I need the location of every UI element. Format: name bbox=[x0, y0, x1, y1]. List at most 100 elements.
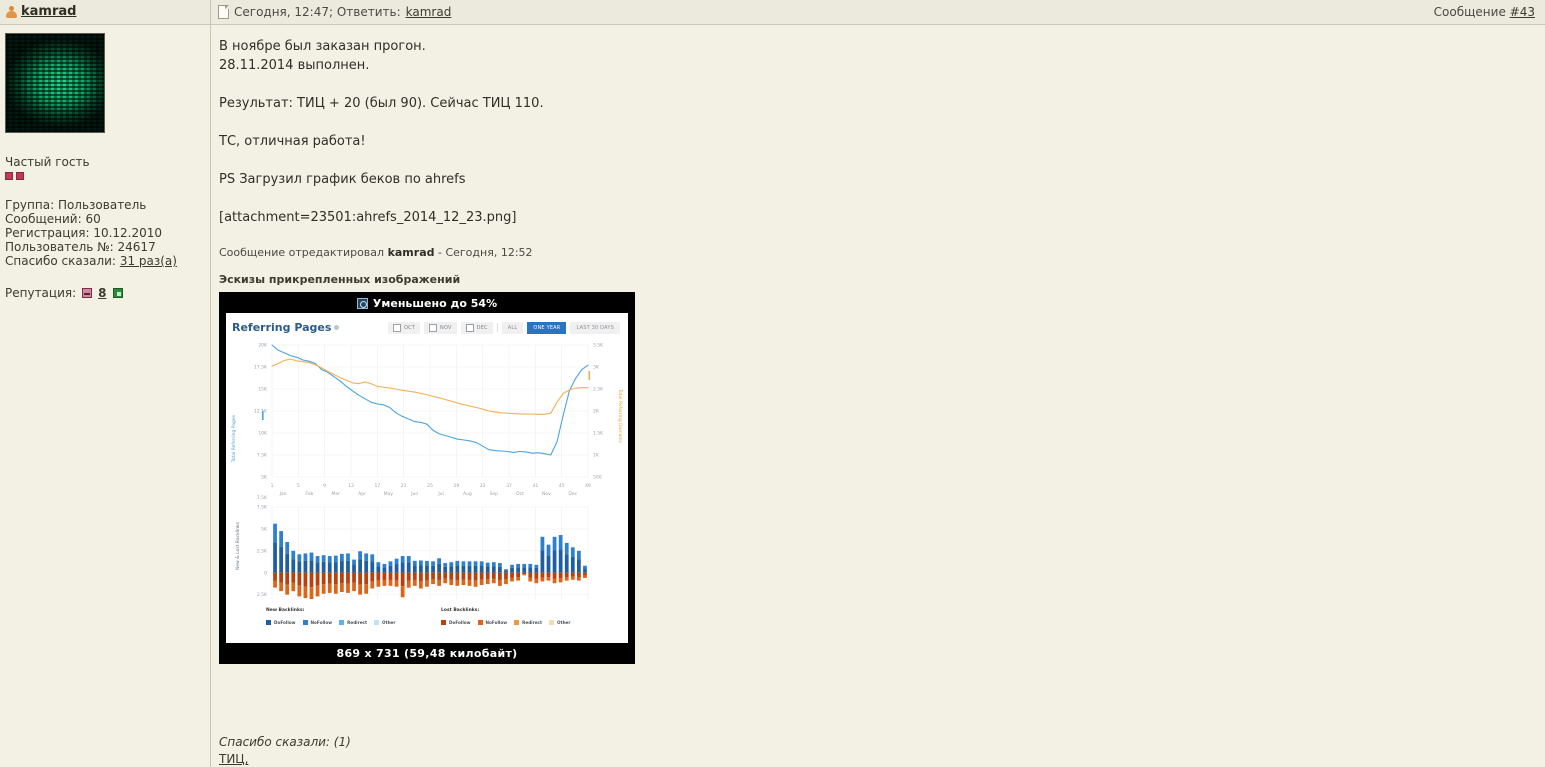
legend-lost-title-text: Lost Backlinks: bbox=[441, 608, 480, 613]
thanks-user-link[interactable]: ТИЦ, bbox=[219, 752, 249, 766]
post-timestamp: Сегодня, 12:47; Ответить: bbox=[234, 5, 401, 19]
legend-new-item-nofollow[interactable]: NoFollow bbox=[302, 620, 333, 625]
chart-controls: OCT NOV DEC ALL ONE YEAR LAST 30 DAYS bbox=[387, 321, 620, 334]
svg-text:29: 29 bbox=[453, 483, 459, 489]
svg-text:17.5K: 17.5K bbox=[254, 365, 268, 371]
svg-text:1.5K: 1.5K bbox=[593, 431, 604, 437]
author-user-number: Пользователь №: 24617 bbox=[5, 240, 156, 254]
post-line-1: В ноябре был заказан прогон. bbox=[219, 39, 426, 54]
checkbox-icon[interactable] bbox=[392, 323, 401, 332]
svg-text:49: 49 bbox=[585, 483, 591, 489]
svg-text:Dec: Dec bbox=[568, 491, 577, 497]
svg-text:1: 1 bbox=[271, 483, 274, 489]
edit-note-suffix: - Сегодня, 12:52 bbox=[437, 246, 533, 259]
svg-text:Feb: Feb bbox=[305, 491, 313, 497]
checkbox-nov[interactable]: NOV bbox=[424, 321, 457, 334]
legend-new-item-redirect[interactable]: Redirect bbox=[339, 620, 367, 625]
legend-lost-item-dofollow[interactable]: DoFollow bbox=[441, 620, 471, 625]
reputation-value[interactable]: 8 bbox=[98, 286, 107, 300]
column-divider bbox=[210, 0, 211, 767]
legend-swatch-icon bbox=[266, 620, 271, 625]
chart-svg: 1 5 9 13 17 21 25 29 33 37 41 45 49 Jan Feb Mar Apr May Ju… bbox=[254, 343, 604, 599]
post-attachment-tag: [attachment=23501:ahrefs_2014_12_23.png] bbox=[219, 210, 517, 225]
range-last-30-days-button[interactable]: LAST 30 DAYS bbox=[570, 321, 620, 334]
reply-to-link[interactable]: kamrad bbox=[405, 5, 452, 19]
checkbox-nov-label: NOV bbox=[440, 324, 452, 331]
avatar bbox=[5, 33, 105, 133]
minus-icon[interactable] bbox=[82, 288, 93, 298]
svg-text:2.5K: 2.5K bbox=[593, 387, 604, 393]
svg-text:45: 45 bbox=[559, 483, 565, 489]
post-content: В ноябре был заказан прогон. 28.11.2014 … bbox=[219, 37, 1545, 227]
author-thanks: Спасибо сказали: 31 раз(а) bbox=[5, 254, 205, 268]
post-author-block: kamrad bbox=[5, 4, 76, 19]
legend-label: Redirect bbox=[522, 620, 543, 625]
svg-text:20K: 20K bbox=[258, 343, 268, 349]
author-username-link[interactable]: kamrad bbox=[21, 4, 77, 19]
legend-lost-item-redirect[interactable]: Redirect bbox=[514, 620, 542, 625]
user-icon bbox=[5, 5, 17, 18]
svg-text:2.5K: 2.5K bbox=[257, 548, 268, 554]
chart-toolbar: Referring Pages OCT NOV DEC ALL ONE YEAR… bbox=[226, 313, 628, 334]
y-axis-label-backlinks: New & Lost Backlinks bbox=[236, 522, 241, 571]
post-number-block: Сообщение #43 bbox=[1434, 5, 1535, 19]
edit-note-prefix: Сообщение отредактировал bbox=[219, 246, 385, 259]
legend-lost-item-other[interactable]: Other bbox=[549, 620, 570, 625]
legend-swatch-icon bbox=[441, 620, 446, 625]
plus-icon[interactable] bbox=[112, 288, 123, 298]
svg-text:12.5K: 12.5K bbox=[254, 409, 268, 415]
author-registered: Регистрация: 10.12.2010 bbox=[5, 226, 163, 240]
legend-lost-item-nofollow[interactable]: NoFollow bbox=[477, 620, 507, 625]
svg-text:33: 33 bbox=[480, 483, 486, 489]
author-thanks-link[interactable]: 31 раз(а) bbox=[119, 254, 177, 268]
legend-swatch-icon bbox=[339, 620, 345, 625]
legend-label: NoFollow bbox=[310, 620, 333, 625]
svg-text:5: 5 bbox=[297, 483, 300, 489]
chart-title: Referring Pages bbox=[232, 321, 332, 334]
checkbox-oct[interactable]: OCT bbox=[387, 321, 421, 334]
svg-text:7.5K: 7.5K bbox=[257, 505, 268, 511]
message-permalink[interactable]: #43 bbox=[1509, 5, 1535, 19]
legend-new-item-other[interactable]: Other bbox=[374, 620, 395, 625]
thanks-count: Спасибо сказали: (1) bbox=[219, 735, 351, 749]
edit-note: Сообщение отредактировал kamrad - Сегодн… bbox=[219, 246, 1545, 259]
range-all-button[interactable]: ALL bbox=[501, 321, 524, 334]
legend-new-item-dofollow[interactable]: DoFollow bbox=[266, 620, 296, 625]
svg-text:2K: 2K bbox=[593, 409, 600, 415]
svg-text:17: 17 bbox=[374, 483, 380, 489]
legend-label: Other bbox=[557, 620, 571, 625]
legend-lost-title: Lost Backlinks: bbox=[441, 608, 479, 613]
author-sidebar: Частый гость Группа: Пользователь Сообще… bbox=[0, 25, 210, 767]
info-dot-icon[interactable] bbox=[334, 325, 340, 330]
author-posts: Сообщений: 60 bbox=[5, 212, 101, 226]
post-body-column: В ноябре был заказан прогон. 28.11.2014 … bbox=[211, 25, 1545, 767]
svg-text:Sep: Sep bbox=[489, 491, 498, 497]
attachment-thumbnail[interactable]: Уменьшено до 54% Referring Pages OCT NOV… bbox=[219, 292, 635, 664]
legend-label: Other bbox=[382, 620, 396, 625]
legend-swatch-icon bbox=[302, 620, 308, 625]
legend-swatch-icon bbox=[477, 620, 483, 625]
svg-text:Oct: Oct bbox=[516, 491, 524, 497]
post-line-2: 28.11.2014 выполнен. bbox=[219, 58, 370, 73]
svg-text:Apr: Apr bbox=[358, 491, 366, 497]
svg-text:37: 37 bbox=[506, 483, 512, 489]
svg-text:15K: 15K bbox=[258, 387, 268, 393]
post-paragraph-4: PS Загрузил график беков по ahrefs bbox=[219, 172, 466, 187]
message-label: Сообщение bbox=[1433, 5, 1506, 19]
legend-swatch-icon bbox=[374, 620, 380, 625]
rank-pip bbox=[5, 172, 13, 180]
svg-text:13: 13 bbox=[348, 483, 354, 489]
svg-text:7.5K: 7.5K bbox=[257, 495, 268, 501]
checkbox-icon[interactable] bbox=[465, 323, 474, 332]
legend-label: DoFollow bbox=[274, 620, 296, 625]
ahrefs-referring-pages-chart[interactable]: Referring Pages OCT NOV DEC ALL ONE YEAR… bbox=[226, 313, 628, 643]
legend-new-title: New Backlinks: bbox=[266, 608, 304, 613]
checkbox-dec[interactable]: DEC bbox=[460, 321, 493, 334]
checkbox-dec-label: DEC bbox=[476, 324, 488, 331]
range-one-year-button[interactable]: ONE YEAR bbox=[527, 321, 567, 334]
checkbox-icon[interactable] bbox=[429, 323, 438, 332]
legend-new-items: DoFollow NoFollow Redirect Other bbox=[266, 620, 395, 625]
svg-text:5K: 5K bbox=[261, 475, 268, 481]
y-axis-label-left: Total Referring Pages bbox=[232, 415, 237, 463]
svg-text:21: 21 bbox=[401, 483, 407, 489]
